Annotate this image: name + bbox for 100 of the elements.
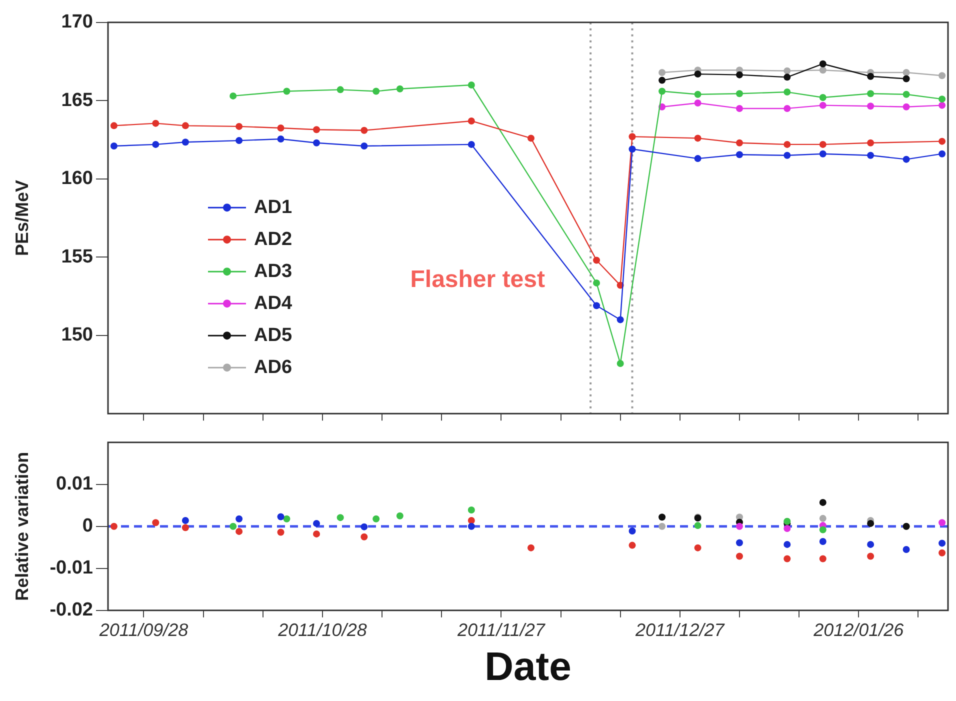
point xyxy=(628,542,636,549)
point xyxy=(867,102,874,110)
point xyxy=(819,150,826,158)
point xyxy=(628,133,636,140)
point xyxy=(182,122,189,130)
point xyxy=(110,522,118,530)
point xyxy=(784,67,791,74)
point xyxy=(313,139,320,146)
point xyxy=(658,514,666,521)
point xyxy=(236,515,243,522)
y-tick-label: 155 xyxy=(61,246,94,268)
point xyxy=(468,117,475,124)
point xyxy=(938,72,946,80)
x-tick-label: 2012/01/26 xyxy=(812,620,905,640)
point xyxy=(658,522,666,530)
x-axis-title: Date xyxy=(484,645,572,690)
point xyxy=(230,92,237,100)
legend-label: AD6 xyxy=(254,356,292,378)
point xyxy=(628,528,636,535)
y-tick-label: -0.01 xyxy=(50,558,94,579)
point xyxy=(628,146,636,153)
point xyxy=(360,533,368,540)
point xyxy=(819,538,826,546)
point xyxy=(784,140,791,148)
point xyxy=(396,512,404,520)
point xyxy=(867,540,874,548)
legend-label: AD5 xyxy=(254,324,292,346)
point xyxy=(867,520,874,527)
point xyxy=(867,139,874,146)
point xyxy=(736,71,743,78)
point xyxy=(694,99,702,106)
point xyxy=(784,525,791,532)
point xyxy=(277,513,284,520)
point xyxy=(819,102,826,109)
point xyxy=(819,514,826,522)
point xyxy=(902,90,910,98)
point xyxy=(784,104,791,112)
point xyxy=(736,104,743,112)
point xyxy=(867,552,874,560)
point xyxy=(784,540,791,548)
point xyxy=(468,506,475,514)
point xyxy=(593,279,600,286)
y-tick-label: 0.01 xyxy=(56,474,94,495)
point xyxy=(283,515,290,522)
point xyxy=(784,74,791,81)
point xyxy=(902,75,910,82)
point xyxy=(360,523,368,530)
point xyxy=(867,152,874,159)
x-tick-label: 2011/12/27 xyxy=(634,620,726,640)
point xyxy=(360,126,368,134)
legend-label: AD4 xyxy=(254,292,292,314)
y-tick-label: 165 xyxy=(61,90,94,111)
point xyxy=(658,68,666,76)
point xyxy=(593,256,600,264)
point xyxy=(616,316,624,324)
point xyxy=(736,151,743,158)
y-axis-title: Relative variation xyxy=(12,452,32,601)
y-tick-label: -0.02 xyxy=(50,600,93,621)
point xyxy=(110,142,118,150)
point xyxy=(694,90,702,98)
point xyxy=(902,546,910,553)
point xyxy=(867,72,874,80)
y-tick-label: 170 xyxy=(61,12,93,33)
point xyxy=(616,360,624,368)
point xyxy=(360,142,368,150)
point xyxy=(182,524,189,532)
point xyxy=(277,528,284,536)
point xyxy=(694,544,702,552)
point xyxy=(736,139,743,146)
x-tick-label: 2011/11/27 xyxy=(456,620,546,640)
point xyxy=(819,60,826,68)
point xyxy=(277,124,284,132)
legend-label: AD3 xyxy=(254,260,292,282)
point xyxy=(527,544,534,552)
point xyxy=(784,88,791,96)
point xyxy=(938,540,946,547)
point xyxy=(736,522,743,530)
point xyxy=(694,70,702,78)
point xyxy=(313,530,320,538)
point xyxy=(784,555,791,562)
legend-label: AD1 xyxy=(254,196,292,218)
point xyxy=(902,156,910,163)
point xyxy=(902,103,910,110)
point xyxy=(819,555,826,562)
y-tick-label: 150 xyxy=(61,324,93,346)
point xyxy=(236,528,243,535)
point xyxy=(236,122,243,130)
point xyxy=(283,88,290,95)
point xyxy=(938,150,946,158)
point xyxy=(736,539,743,546)
point xyxy=(867,90,874,98)
point xyxy=(468,522,475,530)
point xyxy=(658,76,666,84)
point xyxy=(819,140,826,148)
point xyxy=(938,519,946,526)
point xyxy=(468,140,475,148)
point xyxy=(336,514,344,522)
point xyxy=(110,122,118,130)
point xyxy=(468,81,475,88)
point xyxy=(527,134,534,142)
